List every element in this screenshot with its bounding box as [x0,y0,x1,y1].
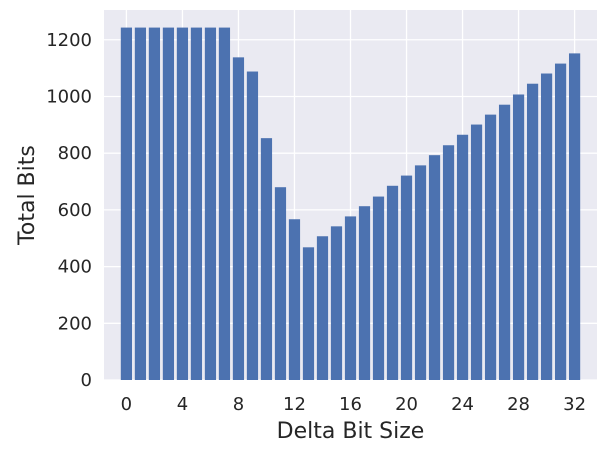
bar [176,27,189,380]
bar [526,83,539,380]
bar [218,27,231,380]
bar [386,185,399,380]
y-axis-label: Total Bits [15,145,40,246]
x-tick-label: 8 [233,394,244,415]
x-tick-label: 12 [283,394,306,415]
bar [260,138,273,380]
bar [302,247,315,380]
bar [442,145,455,380]
y-tick-label: 200 [58,313,92,334]
x-tick-label: 20 [395,394,418,415]
bar [414,165,427,380]
bar [246,71,259,380]
x-tick-label: 32 [563,394,586,415]
y-tick-label: 400 [58,257,92,278]
bar [120,27,133,380]
x-tick-label: 28 [507,394,530,415]
bar [470,124,483,380]
x-tick-label: 0 [121,394,132,415]
bar [512,94,525,381]
x-axis-label: Delta Bit Size [277,419,425,444]
bar [274,187,287,380]
x-tick-label: 16 [339,394,362,415]
bar [568,53,581,381]
y-tick-label: 0 [81,370,92,391]
bar [232,57,245,380]
bar [372,196,385,380]
x-tick-label: 24 [451,394,474,415]
bar [484,114,497,380]
bar [554,63,567,380]
bar [498,104,511,380]
bar [358,206,371,380]
bar [344,216,357,380]
bar [316,236,329,380]
x-tick-label: 4 [177,394,188,415]
bar [456,134,469,380]
y-tick-label: 800 [58,143,92,164]
y-tick-label: 1000 [46,86,92,107]
bar [428,155,441,380]
bar [288,219,301,380]
bar [190,27,203,380]
y-tick-label: 1200 [46,30,92,51]
bar [400,175,413,380]
bar [330,226,343,380]
bar [134,27,147,380]
bar [148,27,161,380]
bar [540,73,553,380]
bar [204,27,217,380]
bars [120,27,581,381]
y-tick-label: 600 [58,200,92,221]
y-tick-labels: 0 200 400 600 800 1000 1200 [46,30,92,391]
x-tick-labels: 0 4 8 12 16 20 24 28 32 [121,394,586,415]
bar [162,27,175,380]
